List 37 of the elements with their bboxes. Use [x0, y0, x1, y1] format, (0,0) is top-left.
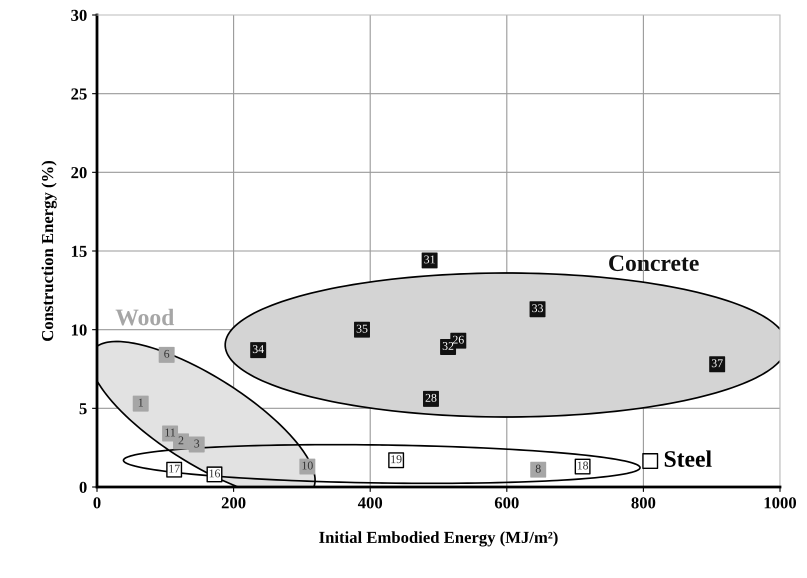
y-tick-label: 15 — [72, 246, 87, 257]
annotation: 1 — [138, 398, 143, 406]
y-tick-label: 20 — [71, 167, 87, 178]
annotation: 32 — [442, 342, 454, 350]
annotation: 35 — [356, 324, 368, 333]
annotation: 8 — [536, 464, 541, 473]
x-axis-title: Initial Embodied Energy (MJ/m²) — [319, 531, 558, 547]
legend-label: Steel — [664, 450, 712, 467]
annotation: 17 — [169, 464, 180, 473]
annotation: 10 — [302, 462, 313, 470]
annotation: 11 — [165, 428, 176, 436]
annotation: 33 — [532, 304, 543, 312]
annotation: 28 — [426, 394, 436, 402]
annotation: 34 — [252, 345, 264, 354]
series-label: Wood — [116, 308, 174, 326]
x-tick-label: 0 — [93, 497, 101, 508]
annotation: 2 — [178, 436, 184, 444]
y-tick-label: 30 — [71, 10, 87, 21]
x-tick-label: 400 — [358, 497, 382, 508]
x-tick-label: 200 — [222, 497, 246, 508]
x-tick-label: 600 — [494, 497, 519, 508]
annotation: 6 — [164, 350, 170, 358]
y-axis-title: Construction Energy (%) — [41, 160, 57, 341]
annotation: 31 — [424, 255, 435, 264]
y-tick-label: 5 — [80, 403, 87, 414]
x-tick-label: 800 — [631, 497, 656, 508]
annotation: 37 — [712, 359, 723, 368]
x-tick-label: 1000 — [764, 497, 796, 508]
annotation: 3 — [194, 440, 200, 448]
y-tick-label: 10 — [72, 324, 87, 336]
annotation: 19 — [391, 455, 402, 464]
annotation: 18 — [578, 462, 588, 470]
y-tick-label: 0 — [80, 482, 87, 493]
annotation: 26 — [452, 336, 464, 344]
annotation: 16 — [210, 469, 220, 478]
text: Concrete — [609, 255, 699, 272]
y-tick-label: 25 — [71, 88, 87, 100]
